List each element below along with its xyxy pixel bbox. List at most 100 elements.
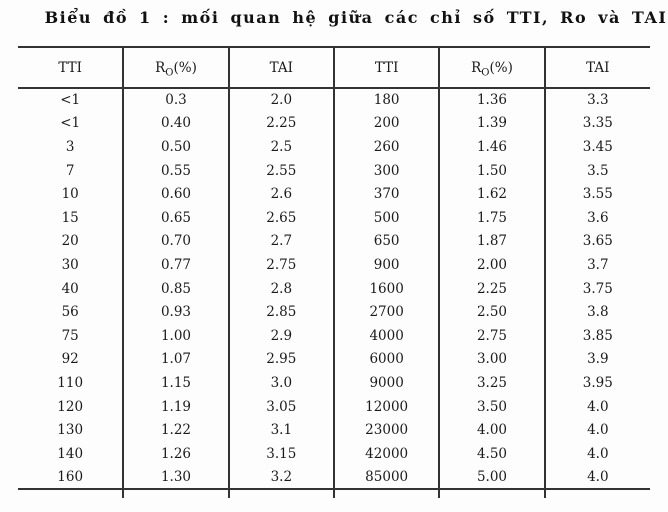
table-cell: 0.85 — [122, 276, 229, 301]
table-cell: 2.6 — [227, 182, 334, 206]
table-cell: 2.9 — [227, 323, 334, 348]
table-cell: 0.50 — [122, 135, 229, 159]
table-cell: 2.75 — [227, 253, 334, 277]
table-cell: 3.5 — [543, 158, 650, 183]
column-header: TTI — [332, 47, 440, 89]
table-cell: 3.85 — [543, 323, 650, 348]
column-header-subscript: O — [165, 67, 174, 79]
table-cell: 4.0 — [543, 441, 650, 466]
table-cell: 200 — [332, 111, 440, 136]
table-cell: 3.1 — [227, 418, 334, 442]
table-cell: 3.95 — [543, 371, 650, 395]
table-cell: 160 — [18, 465, 124, 491]
table-cell: 3.9 — [543, 347, 650, 372]
table-cell: 2.55 — [227, 158, 334, 183]
table-cell: 1.46 — [438, 135, 545, 159]
table-cell: 0.55 — [122, 158, 229, 183]
stub-cell — [227, 489, 334, 499]
column-header: TAI — [227, 47, 334, 89]
table-row: 75 1.00 2.9 4000 2.75 3.85 — [18, 323, 650, 348]
table-cell: 3.2 — [227, 465, 334, 491]
table-cell: 30 — [61, 256, 79, 273]
table-cell: 2.85 — [227, 300, 334, 324]
table-cell: 3 — [65, 138, 75, 155]
table-cell: 3.8 — [543, 300, 650, 324]
table-cell: 4.0 — [543, 465, 650, 491]
table-row: 160 1.30 3.2 85000 5.00 4.0 — [18, 465, 650, 491]
table-cell: 3.55 — [543, 182, 650, 206]
table-row: 40 0.85 2.8 1600 2.25 3.75 — [18, 276, 650, 301]
table-cell: 2.25 — [438, 276, 545, 301]
table-cell: 1.87 — [438, 229, 545, 254]
table-cell: 1.50 — [438, 158, 545, 183]
table-cell: 4.0 — [543, 394, 650, 419]
table-cell: 110 — [57, 374, 84, 391]
tti-ro-tai-table: TTI RO(%) TAI TTI RO(%) TAI <1 0.3 2.0 180 1.36 3.… — [18, 46, 650, 499]
table-cell: 1.15 — [122, 371, 229, 395]
table-cell: 92 — [61, 351, 79, 368]
table-cell: 3.00 — [438, 347, 545, 372]
table-cell: 140 — [57, 445, 84, 462]
table-cell: 2.50 — [438, 300, 545, 324]
table-cell: 3.75 — [543, 276, 650, 301]
column-header-label: TTI — [58, 59, 82, 76]
table-cell: 2.8 — [227, 276, 334, 301]
table-cell: 85000 — [332, 465, 440, 491]
column-header-label: TTI — [374, 59, 399, 76]
column-header-suffix: (%) — [489, 59, 513, 76]
table-cell: 1.19 — [122, 394, 229, 419]
table-cell: 300 — [332, 158, 440, 183]
table-cell: 3.15 — [227, 441, 334, 466]
table-body: <1 0.3 2.0 180 1.36 3.3 <1 0.40 2.25 200 1.39 3.35 3… — [18, 88, 650, 499]
table-cell: 2.0 — [227, 88, 334, 112]
vertical-rule-stubs — [18, 489, 650, 499]
stub-cell — [122, 489, 229, 499]
table-cell: 120 — [57, 398, 84, 415]
table-cell: 1.22 — [122, 418, 229, 442]
table-cell: 4.00 — [438, 418, 545, 442]
table-cell: 1.30 — [122, 465, 229, 491]
table-cell: 2.25 — [227, 111, 334, 136]
table-cell: 0.40 — [122, 111, 229, 136]
stub-cell — [438, 489, 545, 499]
table-cell: 370 — [332, 182, 440, 206]
table-cell: 0.65 — [122, 205, 229, 230]
table-cell: 1.07 — [122, 347, 229, 372]
table-cell: 2.95 — [227, 347, 334, 372]
table-cell: 260 — [332, 135, 440, 159]
table-cell: 3.35 — [543, 111, 650, 136]
table-cell: 3.50 — [438, 394, 545, 419]
column-header: TTI — [18, 47, 124, 89]
table-cell: 0.3 — [122, 88, 229, 112]
table-row: 120 1.19 3.05 12000 3.50 4.0 — [18, 394, 650, 419]
table-cell: 40 — [61, 280, 79, 297]
table-cell: 0.77 — [122, 253, 229, 277]
column-header: RO(%) — [122, 47, 229, 89]
table-cell: 500 — [332, 205, 440, 230]
column-header-label: TAI — [269, 59, 293, 76]
table-cell: 42000 — [332, 441, 440, 466]
table-cell: 900 — [332, 253, 440, 277]
table-cell: <1 — [60, 92, 81, 109]
table-cell: 7 — [65, 162, 75, 179]
column-header-label: R — [471, 59, 482, 76]
stub-cell — [332, 489, 440, 499]
table-cell: 1.39 — [438, 111, 545, 136]
table-cell: 4.0 — [543, 418, 650, 442]
column-header-label: R — [155, 59, 166, 76]
table-row: 15 0.65 2.65 500 1.75 3.6 — [18, 205, 650, 230]
table-cell: 0.70 — [122, 229, 229, 254]
table-cell: 0.60 — [122, 182, 229, 206]
table-cell: 2.00 — [438, 253, 545, 277]
table-cell: 3.65 — [543, 229, 650, 254]
table-row: 7 0.55 2.55 300 1.50 3.5 — [18, 158, 650, 183]
table-cell: 12000 — [332, 394, 440, 419]
stub-cell — [18, 489, 123, 498]
table-cell: 23000 — [332, 418, 440, 442]
table-cell: 3.6 — [543, 205, 650, 230]
table-header: TTI RO(%) TAI TTI RO(%) TAI — [18, 47, 650, 89]
table-cell: 3.05 — [227, 394, 334, 419]
table-cell: 2.65 — [227, 205, 334, 230]
table-cell: 1.75 — [438, 205, 545, 230]
table-cell: 4000 — [332, 323, 440, 348]
